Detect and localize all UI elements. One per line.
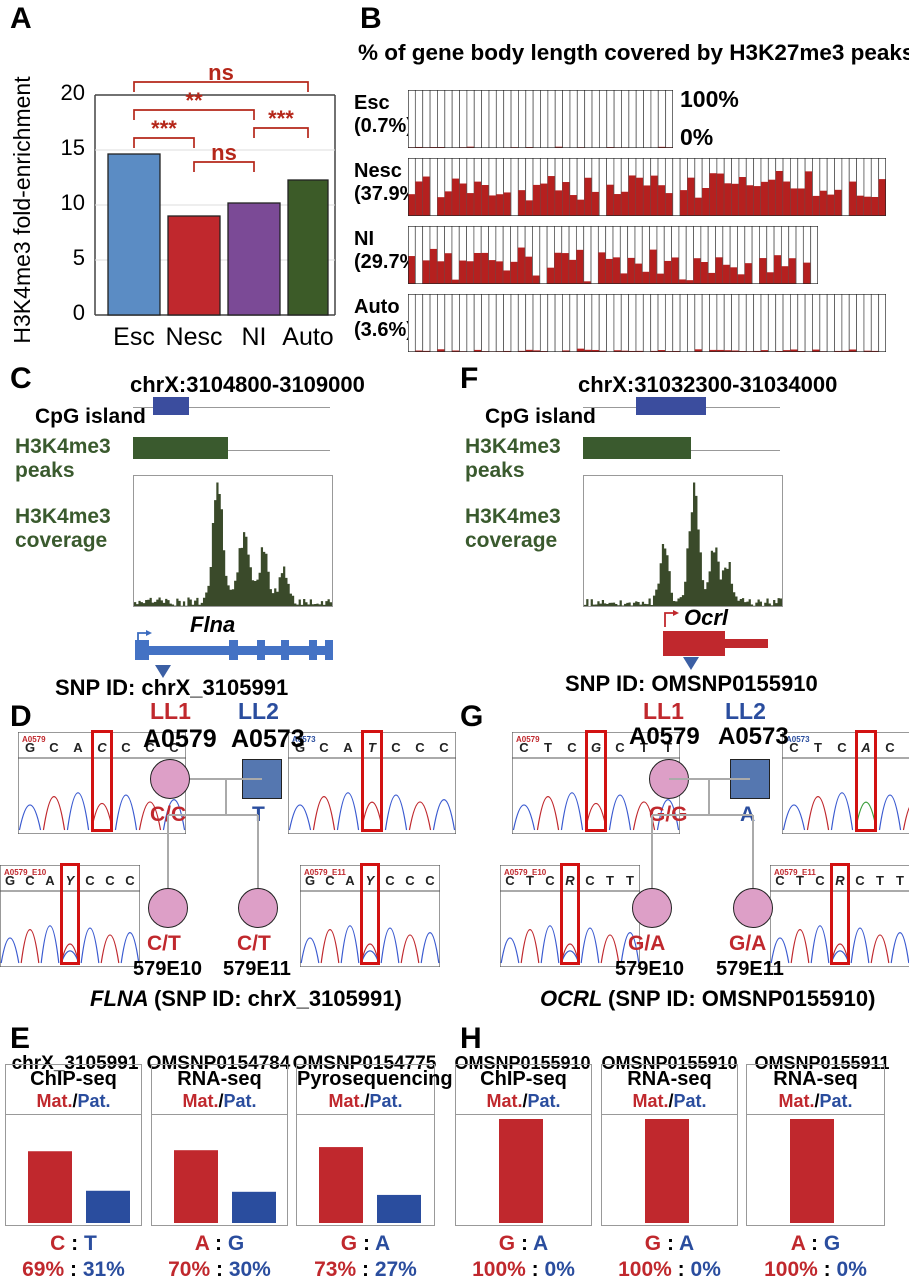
svg-text:Esc: Esc [113,323,155,351]
svg-text:0: 0 [73,300,85,325]
svg-text:20: 20 [61,80,85,105]
svg-text:15: 15 [61,135,85,160]
svg-text:ns: ns [211,140,237,165]
svg-text:***: *** [151,116,177,141]
svg-text:**: ** [185,88,203,113]
svg-text:5: 5 [73,245,85,270]
svg-text:***: *** [268,106,294,131]
svg-text:Auto: Auto [282,323,333,351]
svg-text:H3K4me3 fold-enrichment: H3K4me3 fold-enrichment [9,76,35,344]
svg-text:Nesc: Nesc [166,323,223,351]
svg-text:10: 10 [61,190,85,215]
svg-text:NI: NI [242,323,267,351]
svg-text:ns: ns [208,60,234,85]
